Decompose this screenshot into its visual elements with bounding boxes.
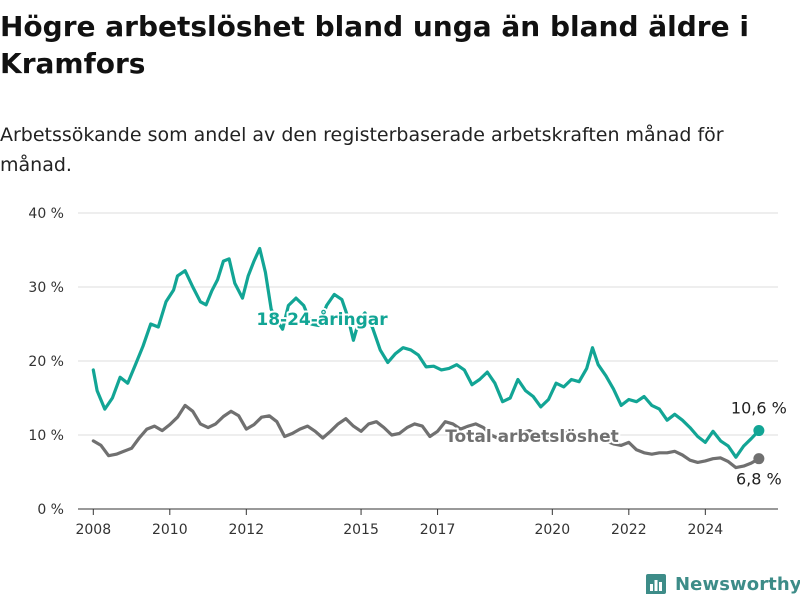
y-tick-label: 10 % xyxy=(28,428,64,444)
y-tick-label: 30 % xyxy=(28,280,64,296)
series-label-youth: 18-24-åringar xyxy=(256,308,388,330)
x-tick-label: 2015 xyxy=(343,522,379,538)
series-labels: 18-24-åringar Total arbetslöshet 10,6 % 6,8… xyxy=(254,306,787,489)
end-value-label-youth: 10,6 % xyxy=(731,399,787,418)
chart-title: Högre arbetslöshet bland unga än bland ä… xyxy=(0,10,749,80)
end-value-label-total: 6,8 % xyxy=(736,470,782,489)
y-tick-label: 40 % xyxy=(28,206,64,222)
series-line-total xyxy=(91,403,761,470)
x-axis-ticks: 2008 2010 2012 2015 2017 2020 2022 2024 xyxy=(75,509,723,538)
y-axis-ticks: 0 % 10 % 20 % 30 % 40 % xyxy=(28,206,64,518)
x-tick-label: 2012 xyxy=(228,522,264,538)
bar-chart-logo-icon xyxy=(646,574,666,594)
y-tick-label: 20 % xyxy=(28,354,64,370)
x-tick-label: 2008 xyxy=(75,522,111,538)
x-tick-label: 2010 xyxy=(152,522,188,538)
x-tick-label: 2017 xyxy=(420,522,456,538)
brand: Newsworthy xyxy=(643,568,800,600)
x-tick-label: 2020 xyxy=(534,522,570,538)
brand-name: Newsworthy xyxy=(675,573,800,595)
y-tick-label: 0 % xyxy=(37,502,64,518)
x-tick-label: 2022 xyxy=(611,522,647,538)
line-chart: 0 % 10 % 20 % 30 % 40 % 2008 2010 2012 2015 2017… xyxy=(28,206,787,538)
x-tick-label: 2024 xyxy=(688,522,724,538)
endpoint-marker-youth xyxy=(753,425,765,437)
series-line-youth xyxy=(91,246,761,459)
series-label-total: Total arbetslöshet xyxy=(445,427,619,447)
gridlines xyxy=(78,212,778,510)
series-lines xyxy=(91,246,765,470)
endpoint-marker-total xyxy=(753,453,765,465)
chart-subtitle: Arbetssökande som andel av den registerb… xyxy=(0,124,724,176)
